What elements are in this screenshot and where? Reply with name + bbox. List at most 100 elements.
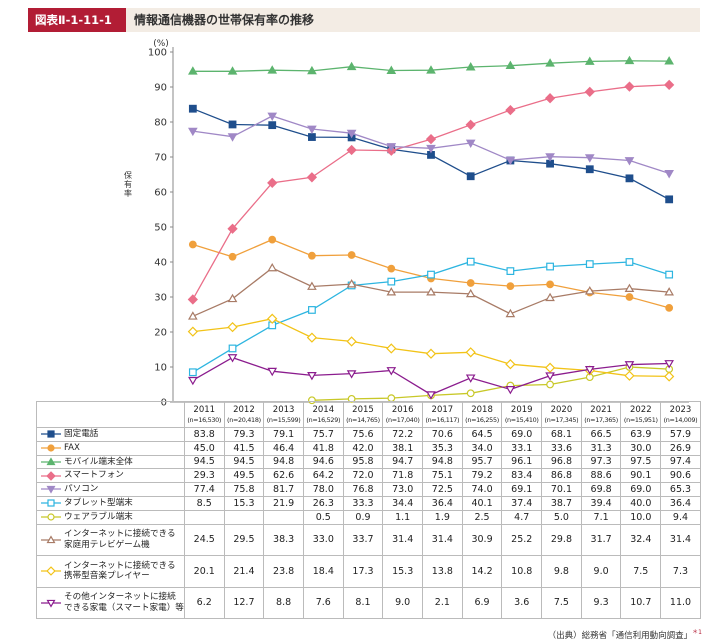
- data-label: 94.8: [263, 454, 304, 470]
- data-point: [346, 279, 357, 288]
- table-row: FAX 45.0 41.5 46.4 41.8 42.0 38.1 35.3 34.0 33.1 3…: [36, 440, 701, 456]
- data-label: 83.4: [501, 468, 543, 484]
- legend-swatch-marker: [46, 457, 56, 466]
- data-label: 5.0: [541, 509, 582, 525]
- data-label: 11.0: [660, 586, 701, 620]
- data-point: [624, 157, 635, 166]
- data-label: 75.7: [302, 427, 344, 442]
- legend-swatch: [41, 513, 61, 521]
- data-point: [546, 262, 554, 271]
- data-label: 30.9: [461, 523, 503, 557]
- data-label: 68.1: [541, 427, 582, 442]
- source-note: （出典）総務省「通信利用動向調査」＊1: [548, 627, 702, 641]
- data-point: [387, 277, 396, 286]
- data-label: 9.8: [541, 555, 582, 588]
- data-label: 21.4: [223, 555, 265, 588]
- data-label: 9.0: [580, 555, 622, 588]
- legend-swatch-marker: [46, 486, 56, 495]
- table-row: スマートフォン 29.3 49.5 62.6 64.2 72.0 71.8 75.1 79.2 8…: [36, 468, 701, 484]
- data-point: [267, 177, 278, 189]
- source-footnote-ref: ＊1: [692, 629, 702, 636]
- data-label: 7.6: [302, 586, 344, 620]
- data-label: 41.8: [302, 440, 344, 456]
- data-label: 9.0: [382, 586, 424, 620]
- sample-size: (n=15,599): [266, 415, 301, 424]
- data-label: 8.5: [183, 495, 225, 511]
- data-point: [664, 79, 675, 91]
- data-label: 31.4: [660, 523, 701, 557]
- data-label: 73.0: [382, 482, 424, 497]
- data-label: 1.1: [382, 509, 424, 525]
- data-point: [307, 125, 317, 134]
- legend-swatch-marker: [47, 499, 55, 507]
- data-label: 7.5: [541, 586, 582, 620]
- data-label: 72.2: [382, 427, 424, 442]
- sample-size: (n=15,951): [623, 415, 658, 424]
- data-label: 79.1: [263, 427, 304, 442]
- data-point: [505, 385, 516, 395]
- x-tick-label: 2017: [431, 404, 454, 415]
- x-tick-label: 2023: [669, 404, 692, 415]
- data-point: [624, 81, 635, 92]
- data-label: 79.2: [461, 468, 503, 484]
- data-point: [268, 121, 277, 130]
- data-label: 23.8: [263, 555, 304, 588]
- data-label: 72.0: [342, 468, 384, 484]
- series-line: [311, 366, 670, 401]
- data-point: [307, 281, 317, 290]
- data-point: [308, 306, 316, 314]
- data-point: [584, 154, 595, 163]
- data-point: [228, 344, 237, 353]
- figure-header: 図表Ⅱ-1-11-1 情報通信機器の世帯保有率の推移: [28, 8, 700, 32]
- sample-size: (n=14,009): [663, 415, 698, 424]
- legend-swatch: [41, 457, 61, 466]
- data-point: [386, 287, 397, 296]
- data-label: 41.5: [223, 440, 265, 456]
- legend-swatch: [41, 486, 61, 495]
- data-label: 45.0: [183, 440, 225, 456]
- data-point: [308, 133, 316, 141]
- data-label: 42.0: [342, 440, 384, 456]
- data-label: 88.6: [580, 468, 622, 484]
- data-point: [664, 371, 675, 382]
- legend-swatch-marker: [47, 430, 55, 438]
- x-tick-label: 2021: [590, 404, 612, 415]
- data-point: [624, 55, 635, 65]
- data-point: [227, 133, 238, 142]
- y-tick-label: 100: [148, 48, 167, 59]
- year-column-header: 2013 (n=15,599): [263, 401, 304, 428]
- data-label: 15.3: [223, 495, 265, 511]
- data-point: [545, 372, 555, 381]
- data-label: [223, 509, 265, 525]
- data-point: [227, 223, 238, 234]
- data-label: 57.9: [660, 427, 701, 442]
- data-point: [465, 347, 476, 358]
- data-label: 81.7: [263, 482, 304, 497]
- data-label: 21.9: [263, 495, 304, 511]
- data-label: 38.1: [382, 440, 424, 456]
- data-point: [188, 311, 198, 320]
- legend-label: パソコン: [64, 484, 99, 495]
- data-label: 75.8: [223, 482, 265, 497]
- sample-size: (n=17,345): [544, 415, 579, 424]
- sample-size: (n=16,529): [306, 415, 341, 424]
- data-label: 24.5: [183, 523, 225, 557]
- data-point: [465, 119, 476, 130]
- data-label: 10.0: [620, 509, 662, 525]
- data-point: [664, 170, 674, 179]
- legend-entry: FAX: [36, 440, 185, 456]
- data-point: [466, 279, 475, 287]
- data-label: 31.4: [422, 523, 463, 557]
- year-column-header: 2020 (n=17,345): [541, 401, 582, 428]
- series-4: [188, 112, 674, 179]
- data-point: [267, 65, 278, 74]
- legend-swatch: [41, 444, 61, 452]
- data-point: [465, 288, 476, 298]
- legend-swatch-marker: [47, 513, 55, 521]
- y-tick-label: 30: [154, 293, 167, 304]
- data-label: 8.8: [263, 586, 304, 620]
- data-point: [625, 174, 634, 183]
- data-label: 97.3: [580, 454, 622, 470]
- data-label: 63.9: [620, 427, 662, 442]
- table-row: パソコン 77.4 75.8 81.7 78.0 76.8 73.0 72.5 74.0 69.1…: [36, 482, 701, 497]
